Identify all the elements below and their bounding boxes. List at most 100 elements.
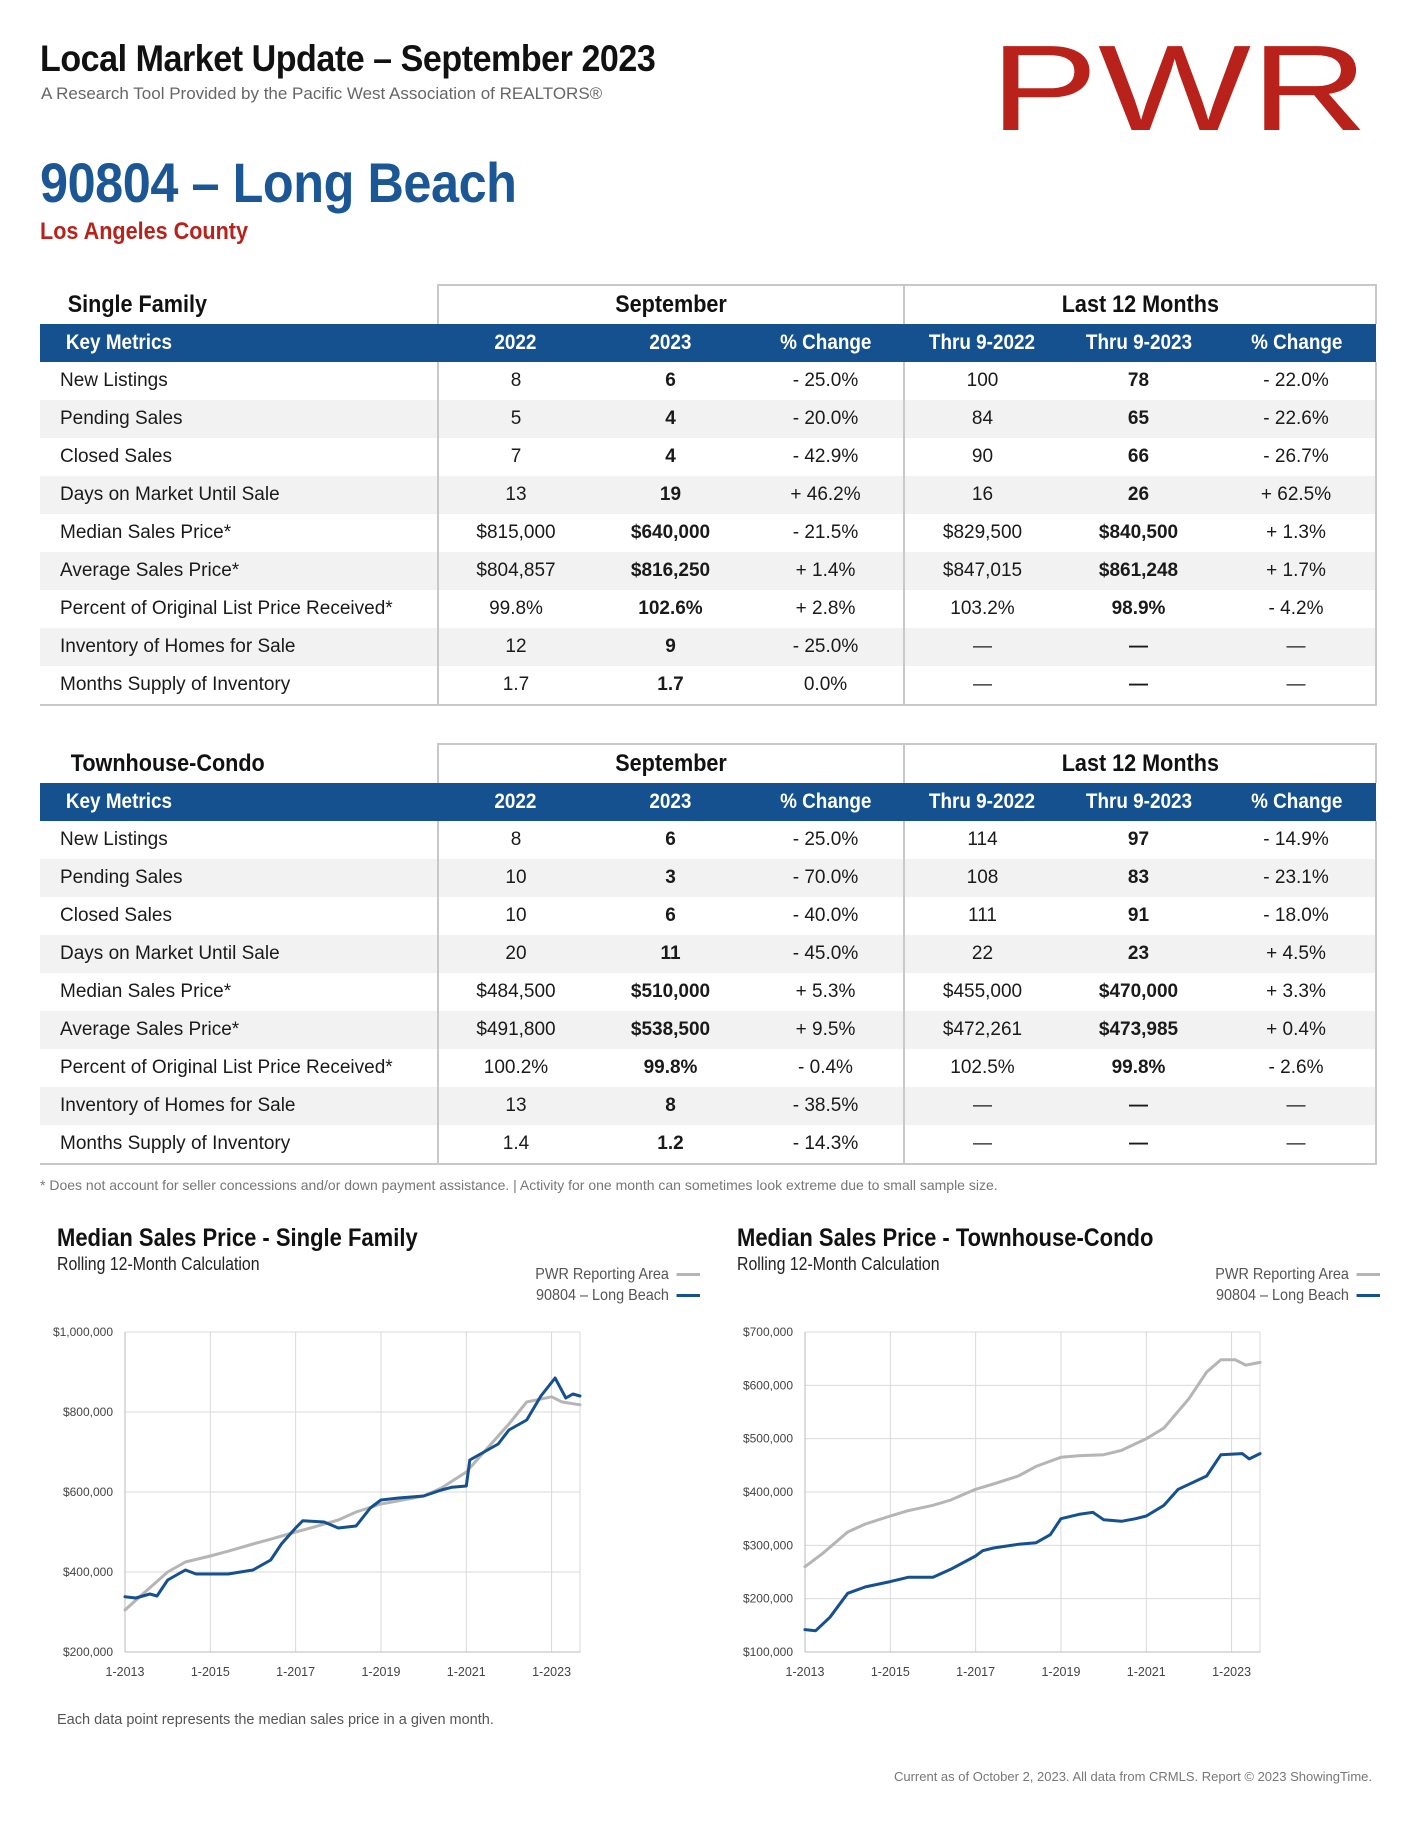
cell-sept-2023: 6 [665, 829, 676, 850]
table-row: Average Sales Price* $804,857 $816,250 + 1.… [40, 552, 1378, 590]
cell-sept-2023: 4 [593, 400, 748, 438]
logo-text: PWR [990, 36, 1368, 140]
table-row: Inventory of Homes for Sale 13 8- 38.5% — — — [40, 1087, 1378, 1125]
x-tick-label: 1-2023 [1212, 1665, 1251, 1679]
cell-sept-2023: 102.6% [638, 598, 703, 619]
table-row: Pending Sales 5 4- 20.0% 84 65- 22.6% [40, 400, 1378, 438]
x-tick-label: 1-2019 [1041, 1665, 1080, 1679]
cell-12m-2023: 26 [1060, 476, 1217, 514]
y-tick-label: $300,000 [743, 1538, 793, 1552]
cell-sept-2022: 12 [437, 628, 593, 666]
chart-title: Median Sales Price - Townhouse-Condo [737, 1224, 1154, 1252]
cell-sept-2023: 8 [593, 1087, 748, 1125]
cell-sept-change: - 42.9% [792, 446, 859, 467]
cell-sept-2022: 99.8% [437, 590, 593, 628]
col-thru-2023: Thru 9-2023 [1060, 324, 1217, 362]
legend-item-region: PWR Reporting Area [536, 1264, 700, 1285]
cell-sept-change: 0.0% [748, 666, 904, 706]
cell-sept-2023: 11 [593, 935, 748, 973]
cell-sept-2023: 1.7 [593, 666, 748, 706]
cell-12m-2023: 78 [1127, 370, 1150, 391]
cell-sept-2022: 8 [437, 821, 593, 859]
cell-sept-change: - 25.0% [792, 370, 859, 391]
cell-12m-change: — [1217, 666, 1378, 706]
cell-12m-2022: 84 [903, 400, 1060, 438]
y-tick-label: $200,000 [63, 1645, 113, 1659]
metric-label: Days on Market Until Sale [40, 935, 438, 973]
table-row: Percent of Original List Price Received*… [40, 1049, 1378, 1087]
cell-12m-change: - 14.9% [1217, 821, 1378, 859]
legend-item-zip: 90804 – Long Beach [536, 1285, 700, 1306]
cell-sept-2023: 1.2 [593, 1125, 748, 1165]
metric-label: Inventory of Homes for Sale [40, 1087, 438, 1125]
cell-sept-2023: 4 [665, 446, 676, 467]
cell-12m-change: + 3.3% [1217, 973, 1378, 1011]
cell-12m-change: - 26.7% [1217, 438, 1378, 476]
cell-12m-change: — [1217, 1125, 1378, 1165]
metric-label: Percent of Original List Price Received* [60, 1057, 393, 1078]
metric-label: New Listings [60, 370, 168, 391]
metric-label: Closed Sales [60, 905, 172, 926]
cell-12m-change: + 62.5% [1217, 476, 1378, 514]
cell-sept-change: - 20.0% [748, 400, 904, 438]
cell-12m-change: - 18.0% [1217, 897, 1378, 935]
cell-sept-2022: 8 [437, 362, 593, 400]
cell-12m-2023: 91 [1127, 905, 1150, 926]
chart-townhouse-condo: $100,000 $200,000 $300,000 $400,000 $500,000… [720, 1222, 1380, 1782]
metric-label: Median Sales Price* [60, 981, 232, 1002]
y-tick-label: $800,000 [63, 1405, 113, 1419]
cell-12m-2023: 23 [1060, 935, 1217, 973]
table-row: Median Sales Price* $484,500 $510,000 + 5.3… [40, 973, 1378, 1011]
series-line-zip [123, 1376, 582, 1600]
cell-sept-change: - 25.0% [792, 829, 859, 850]
cell-12m-change: + 1.3% [1217, 514, 1378, 552]
cell-12m-2023: — [1060, 666, 1217, 706]
y-tick-label: $400,000 [63, 1565, 113, 1579]
cell-sept-2023: $640,000 [630, 522, 711, 543]
cell-12m-2023: $473,985 [1060, 1011, 1217, 1049]
chart-note: Each data point represents the median sa… [57, 1712, 494, 1728]
y-tick-label: $200,000 [743, 1592, 793, 1606]
cell-sept-2023: 3 [593, 859, 748, 897]
chart-legend: PWR Reporting Area 90804 – Long Beach [517, 1264, 700, 1306]
cell-12m-2022: 111 [903, 897, 1060, 935]
metric-label: Average Sales Price* [40, 1011, 438, 1049]
cell-12m-2023: $861,248 [1060, 552, 1217, 590]
townhouse-condo-table: Townhouse-Condo September Last 12 Months… [40, 743, 1378, 1165]
cell-sept-2022: $804,857 [437, 552, 593, 590]
chart-subtitle: Rolling 12-Month Calculation [737, 1254, 940, 1274]
table-row: New Listings 8 6 - 25.0% 114 97 - 14.9% [40, 821, 1378, 859]
cell-12m-2023: 99.8% [1111, 1057, 1166, 1078]
series-line-zip [803, 1452, 1262, 1633]
col-thru-2022: Thru 9-2022 [904, 783, 1060, 821]
metric-label: Percent of Original List Price Received* [60, 598, 393, 619]
cell-sept-change: + 46.2% [748, 476, 904, 514]
cell-sept-2022: 10 [437, 897, 593, 935]
x-tick-label: 1-2017 [956, 1665, 995, 1679]
september-group-header: September [437, 743, 904, 783]
report-title: Local Market Update – September 2023 [40, 38, 656, 79]
credits: Current as of October 2, 2023. All data … [893, 1769, 1372, 1784]
cell-12m-2023: 98.9% [1111, 598, 1166, 619]
cell-12m-2022: $455,000 [903, 973, 1060, 1011]
cell-12m-2023: 65 [1060, 400, 1217, 438]
metric-label: Pending Sales [40, 859, 438, 897]
cell-sept-change: + 1.4% [748, 552, 904, 590]
table-row: Average Sales Price* $491,800 $538,500 + 9.… [40, 1011, 1378, 1049]
cell-sept-2022: 10 [437, 859, 593, 897]
cell-12m-2022: — [903, 1125, 1060, 1165]
x-tick-label: 1-2013 [786, 1665, 825, 1679]
col-pct-change: % Change [748, 324, 904, 362]
cell-sept-2022: $484,500 [437, 973, 593, 1011]
series-line-region [123, 1395, 582, 1612]
col-thru-2022: Thru 9-2022 [904, 324, 1060, 362]
cell-sept-2023: 6 [665, 905, 676, 926]
chart-plot: $100,000 $200,000 $300,000 $400,000 $500,000… [743, 1325, 1262, 1679]
x-tick-label: 1-2023 [532, 1665, 571, 1679]
single-family-table: Single Family September Last 12 Months K… [40, 284, 1378, 706]
cell-sept-change: - 21.5% [792, 522, 859, 543]
cell-sept-change: - 38.5% [748, 1087, 904, 1125]
cell-12m-2022: — [903, 628, 1060, 666]
x-tick-label: 1-2019 [361, 1665, 400, 1679]
table-row: Months Supply of Inventory 1.4 1.2- 14.3% —… [40, 1125, 1378, 1165]
